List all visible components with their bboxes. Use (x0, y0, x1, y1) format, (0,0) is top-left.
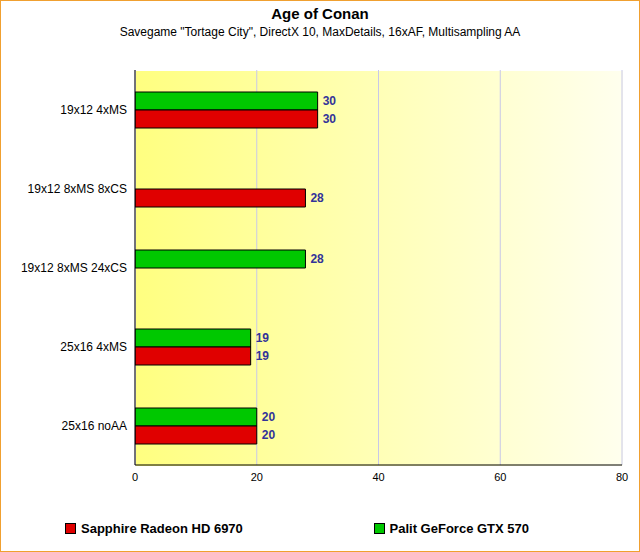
svg-text:60: 60 (494, 471, 506, 483)
svg-text:20: 20 (251, 471, 263, 483)
svg-text:19: 19 (256, 349, 270, 363)
svg-text:19x12 8xMS 24xCS: 19x12 8xMS 24xCS (21, 261, 127, 275)
html-text:Age of Conan: Age of Conan (271, 5, 369, 22)
html-text:Sapphire Radeon HD 6970: Sapphire Radeon HD 6970 (81, 521, 243, 536)
svg-text:25x16 4xMS: 25x16 4xMS (60, 340, 127, 354)
svg-text:0: 0 (132, 471, 138, 483)
svg-text:19x12 4xMS: 19x12 4xMS (60, 103, 127, 117)
html-text:Palit GeForce GTX 570: Palit GeForce GTX 570 (389, 521, 529, 536)
svg-text:25x16 noAA: 25x16 noAA (62, 419, 127, 433)
svg-text:19x12 8xMS 8xCS: 19x12 8xMS 8xCS (28, 182, 127, 196)
svg-text:30: 30 (323, 112, 337, 126)
svg-text:80: 80 (616, 471, 628, 483)
svg-text:28: 28 (310, 191, 324, 205)
svg-text:30: 30 (323, 94, 337, 108)
svg-text:20: 20 (262, 428, 276, 442)
html-text:Savegame "Tortage City", Direc: Savegame "Tortage City", DirectX 10, Max… (119, 25, 521, 39)
svg-text:40: 40 (372, 471, 384, 483)
svg-text:28: 28 (310, 252, 324, 266)
svg-text:20: 20 (262, 410, 276, 424)
svg-text:19: 19 (256, 331, 270, 345)
